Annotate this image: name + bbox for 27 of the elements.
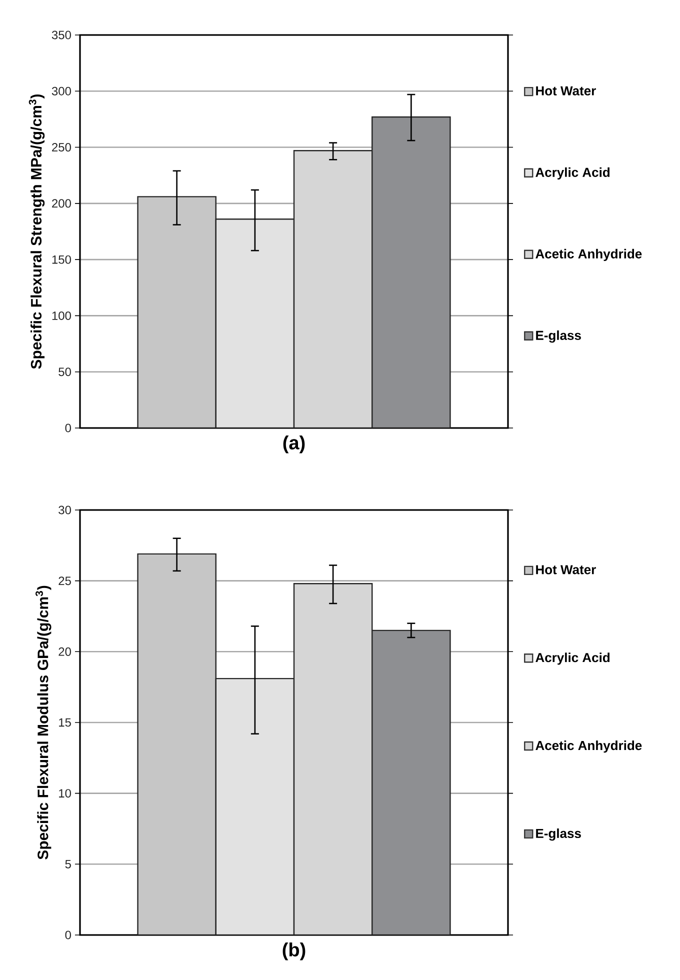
y-tick-label: 30 (58, 506, 71, 514)
y-tick-label: 250 (52, 143, 71, 152)
y-tick-label: 20 (58, 647, 71, 656)
y-axis-title: Specific Flexural Modulus GPa/(g/cm$^{3}$) (36, 586, 52, 860)
y-tick-label: 0 (65, 930, 72, 940)
legend-label: E-glass (536, 828, 581, 841)
legend-label: E-glass (536, 330, 581, 343)
y-tick-label: 5 (65, 860, 71, 868)
y-tick-label: 300 (52, 86, 71, 96)
text: (b) (282, 942, 306, 960)
legend-label: Acrylic Acid (536, 652, 610, 665)
y-tick-label: 100 (52, 311, 71, 320)
y-axis-title: Specific Flexural Strength MPa/(g/cm$^{3}$) (28, 94, 45, 369)
y-tick-label: 350 (52, 30, 71, 40)
legend-label: Acetic Anhydride (536, 248, 642, 262)
y-tick-label: 15 (59, 718, 71, 727)
legend-label: Acrylic Acid (536, 167, 610, 180)
y-tick-label: 150 (52, 255, 71, 264)
y-tick-label: 200 (52, 199, 71, 208)
y-tick-label: 0 (65, 424, 72, 432)
y-tick-label: 10 (59, 789, 71, 798)
legend-label: Hot Water (536, 565, 596, 574)
text: (a) (283, 436, 305, 454)
legend-label: Acetic Anhydride (536, 740, 642, 753)
legend-label: Hot Water (536, 86, 596, 96)
y-tick-label: 50 (58, 368, 71, 376)
y-tick-label: 25 (58, 576, 71, 586)
